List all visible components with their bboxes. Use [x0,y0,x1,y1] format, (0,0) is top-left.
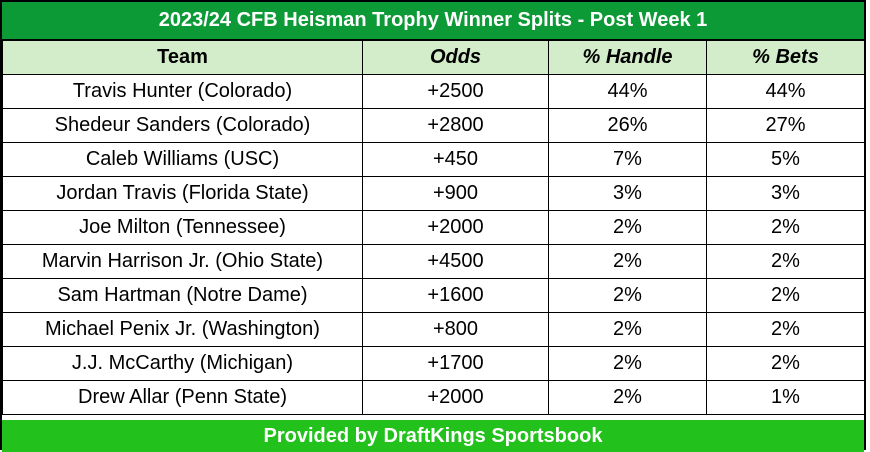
bets-cell: 44% [706,74,865,109]
column-header-team: Team [2,40,363,75]
bets-cell: 2% [706,244,865,279]
handle-cell: 2% [548,380,707,415]
handle-cell: 3% [548,176,707,211]
source-footer: Provided by DraftKings Sportsbook [2,420,864,452]
odds-cell: +2500 [362,74,549,109]
handle-cell: 2% [548,346,707,381]
handle-cell: 2% [548,312,707,347]
table-row: Michael Penix Jr. (Washington) +800 2% 2% [2,312,865,347]
team-cell: Travis Hunter (Colorado) [2,74,363,109]
team-cell: Shedeur Sanders (Colorado) [2,108,363,143]
column-header-odds: Odds [362,40,549,75]
table-row: Shedeur Sanders (Colorado) +2800 26% 27% [2,108,865,143]
table-row: Travis Hunter (Colorado) +2500 44% 44% [2,74,865,109]
odds-cell: +1600 [362,278,549,313]
team-cell: Joe Milton (Tennessee) [2,210,363,245]
table-row: Marvin Harrison Jr. (Ohio State) +4500 2% 2… [2,244,865,279]
odds-cell: +900 [362,176,549,211]
handle-cell: 7% [548,142,707,177]
column-header-bets: % Bets [706,40,865,75]
team-cell: J.J. McCarthy (Michigan) [2,346,363,381]
odds-cell: +1700 [362,346,549,381]
team-cell: Jordan Travis (Florida State) [2,176,363,211]
team-cell: Caleb Williams (USC) [2,142,363,177]
team-cell: Drew Allar (Penn State) [2,380,363,415]
bets-cell: 1% [706,380,865,415]
team-cell: Marvin Harrison Jr. (Ohio State) [2,244,363,279]
table-row: J.J. McCarthy (Michigan) +1700 2% 2% [2,346,865,381]
bets-cell: 2% [706,346,865,381]
splits-table: Team Odds % Handle % Bets Travis Hunter … [2,40,865,415]
bets-cell: 27% [706,108,865,143]
table-row: Joe Milton (Tennessee) +2000 2% 2% [2,210,865,245]
header-row: Team Odds % Handle % Bets [2,40,865,75]
bets-cell: 2% [706,312,865,347]
column-header-handle: % Handle [548,40,707,75]
bets-cell: 3% [706,176,865,211]
handle-cell: 2% [548,278,707,313]
bets-cell: 2% [706,210,865,245]
team-cell: Sam Hartman (Notre Dame) [2,278,363,313]
odds-cell: +4500 [362,244,549,279]
odds-cell: +450 [362,142,549,177]
odds-cell: +2000 [362,210,549,245]
table-body: Travis Hunter (Colorado) +2500 44% 44% Shede… [2,74,865,415]
table-row: Caleb Williams (USC) +450 7% 5% [2,142,865,177]
table-row: Drew Allar (Penn State) +2000 2% 1% [2,380,865,415]
team-cell: Michael Penix Jr. (Washington) [2,312,363,347]
table-row: Sam Hartman (Notre Dame) +1600 2% 2% [2,278,865,313]
handle-cell: 26% [548,108,707,143]
bets-cell: 2% [706,278,865,313]
bets-cell: 5% [706,142,865,177]
handle-cell: 2% [548,244,707,279]
table-row: Jordan Travis (Florida State) +900 3% 3% [2,176,865,211]
odds-cell: +800 [362,312,549,347]
handle-cell: 2% [548,210,707,245]
odds-cell: +2000 [362,380,549,415]
odds-cell: +2800 [362,108,549,143]
sheet-title: 2023/24 CFB Heisman Trophy Winner Splits… [2,2,864,40]
handle-cell: 44% [548,74,707,109]
